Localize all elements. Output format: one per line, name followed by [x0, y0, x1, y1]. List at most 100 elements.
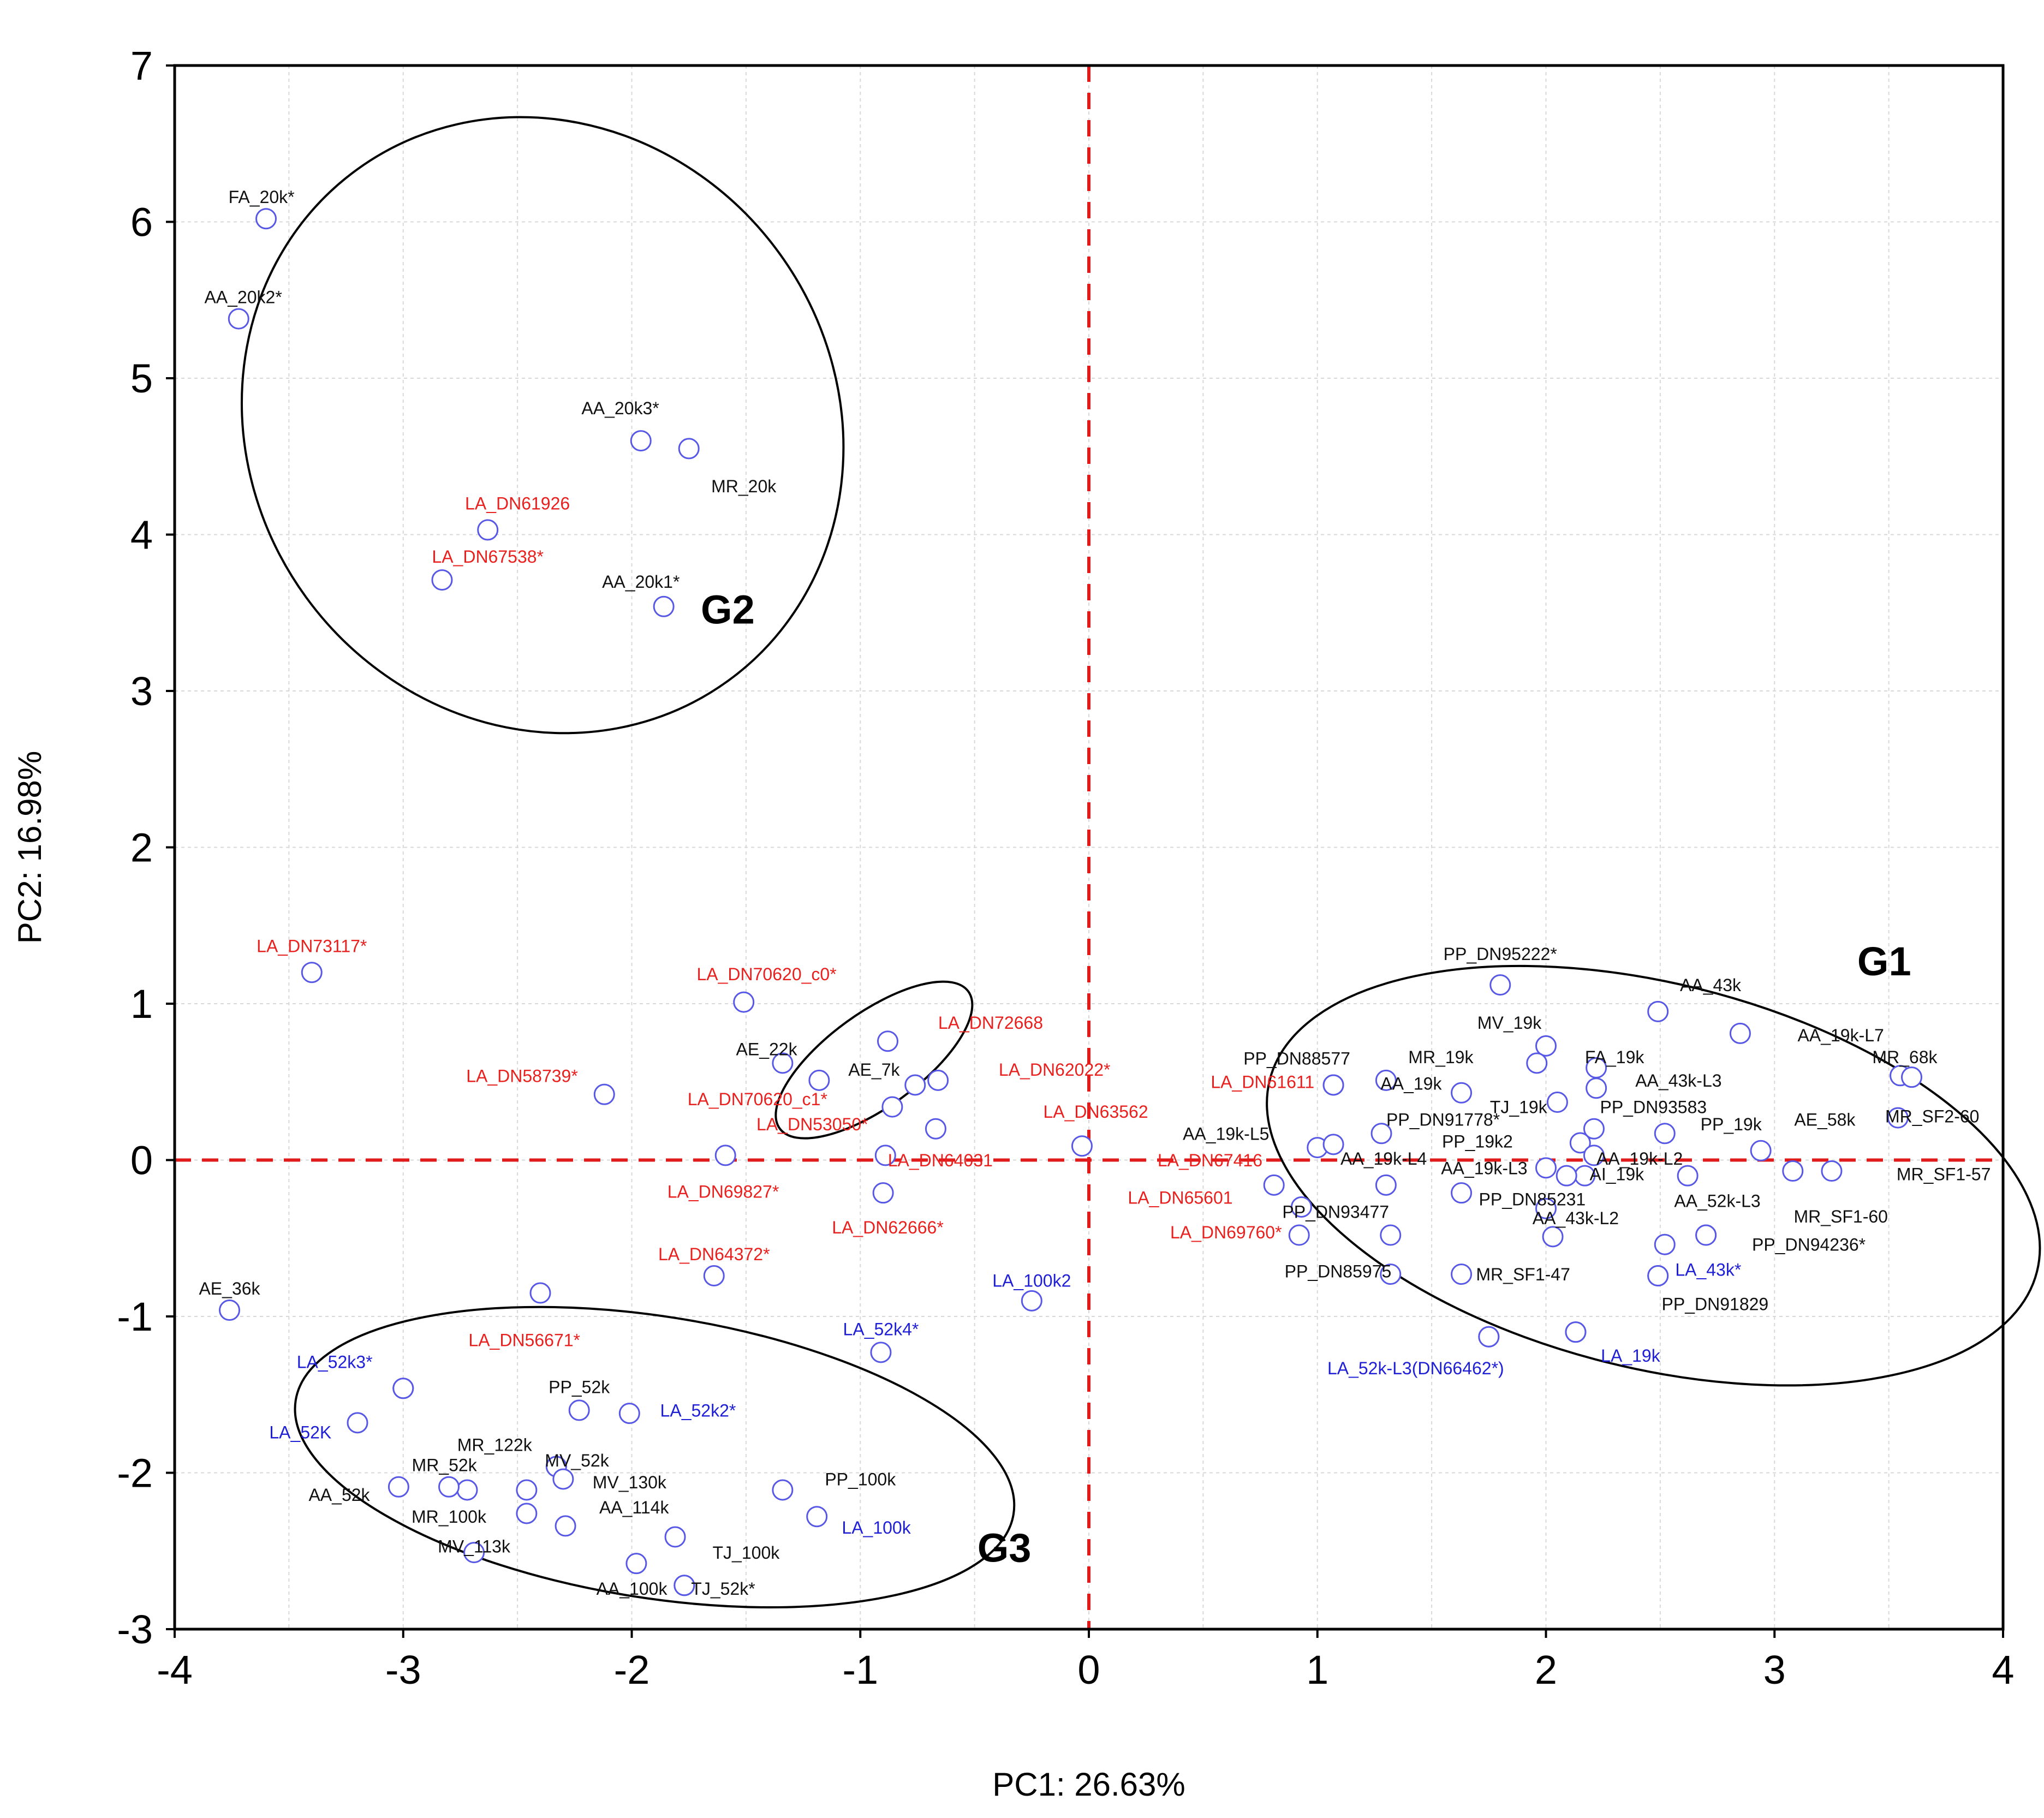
point-label: AI_19k: [1590, 1165, 1645, 1184]
point-label: AA_19k-L3: [1441, 1158, 1527, 1178]
data-point: [1583, 1118, 1605, 1140]
point-label: AA_52k: [308, 1485, 370, 1505]
ellipse-g3: [294, 1306, 1016, 1609]
data-point: [516, 1479, 538, 1501]
point-label: TJ_100k: [713, 1543, 780, 1563]
data-markers: [219, 208, 1922, 1596]
data-point: [1071, 1135, 1093, 1157]
data-point: [1535, 1197, 1557, 1219]
point-label: AA_19k-L2: [1596, 1149, 1683, 1169]
data-point: [870, 1342, 892, 1363]
data-point: [1729, 1022, 1751, 1044]
data-point: [1569, 1132, 1591, 1154]
point-label: AA_20k2*: [204, 287, 282, 307]
point-label: LA_DN72668: [938, 1013, 1043, 1033]
point-label: MR_20k: [711, 476, 777, 496]
reference-lines: [175, 65, 2003, 1629]
x-tick-label: 2: [1535, 1647, 1557, 1692]
point-label: LA_DN69760*: [1170, 1223, 1282, 1242]
data-point: [1677, 1165, 1699, 1187]
point-label: MR_SF1-57: [1897, 1165, 1991, 1184]
point-label: LA_DN53050*: [756, 1114, 868, 1134]
data-point: [477, 519, 499, 541]
data-point: [568, 1399, 590, 1421]
point-label: LA_DN67538*: [432, 547, 544, 567]
point-label: LA_100k2: [992, 1271, 1071, 1291]
data-point: [228, 308, 249, 330]
point-label: AA_20k1*: [602, 572, 680, 592]
data-point: [1288, 1224, 1310, 1246]
data-point: [1290, 1196, 1312, 1218]
y-tick-label: 7: [130, 43, 153, 88]
point-label: PP_19k: [1701, 1114, 1762, 1134]
point-label: LA_DN62022*: [999, 1060, 1111, 1080]
data-point: [1370, 1123, 1392, 1145]
y-tick-label: 2: [130, 825, 153, 871]
point-label: AA_114k: [599, 1498, 670, 1517]
data-point: [653, 595, 675, 617]
point-labels: FA_20k* AA_20k2* AA_20k3* MR_20k LA_DN61926 L…: [199, 187, 1991, 1599]
point-label: AE_7k: [848, 1060, 900, 1080]
data-point: [1556, 1165, 1577, 1187]
point-label: LA_DN73117*: [257, 936, 367, 956]
point-label: PP_19k2: [1442, 1132, 1513, 1152]
data-point: [347, 1412, 368, 1434]
data-point: [1451, 1263, 1473, 1285]
data-point: [1583, 1145, 1605, 1166]
data-point: [1263, 1174, 1285, 1196]
point-label: AA_19k-L7: [1798, 1026, 1884, 1045]
data-point: [1380, 1224, 1402, 1246]
point-label: AE_58k: [1794, 1110, 1856, 1129]
data-point: [1654, 1123, 1676, 1145]
y-tick-label: 6: [130, 200, 153, 245]
data-point: [674, 1575, 695, 1596]
x-tick-label: -1: [842, 1647, 878, 1692]
point-label: LA_DN61611: [1211, 1072, 1314, 1092]
point-label: LA_DN70620_c0*: [696, 964, 836, 984]
data-point: [463, 1542, 485, 1564]
data-point: [618, 1403, 640, 1424]
data-point: [1542, 1226, 1564, 1248]
point-label: LA_52K: [269, 1422, 331, 1442]
data-point: [255, 208, 277, 230]
ellipse-g1: [1266, 964, 2041, 1387]
point-label: LA_52k-L3(DN66462*): [1327, 1358, 1504, 1378]
data-point: [438, 1476, 460, 1498]
data-point: [388, 1476, 409, 1498]
point-label: MR_SF1-47: [1476, 1265, 1570, 1284]
point-label: LA_DN64031: [888, 1151, 993, 1170]
point-label: PP_100k: [825, 1469, 896, 1489]
point-label: PP_DN91829: [1662, 1295, 1769, 1314]
point-label: LA_52k4*: [843, 1319, 919, 1339]
data-point: [529, 1282, 551, 1304]
point-label: LA_DN67416: [1158, 1151, 1262, 1170]
point-label: TJ_19k: [1490, 1098, 1548, 1117]
data-point: [714, 1145, 736, 1166]
group-label-g2: G2: [701, 587, 755, 632]
data-point: [625, 1553, 647, 1575]
data-point: [1750, 1140, 1772, 1161]
point-label: MR_19k: [1408, 1047, 1474, 1067]
point-label: MR_68k: [1872, 1047, 1938, 1067]
point-label: AE_22k: [736, 1040, 798, 1059]
data-point: [219, 1300, 240, 1321]
point-label: AA_19k: [1380, 1074, 1442, 1094]
point-label: AE_36k: [199, 1279, 260, 1298]
data-point: [1535, 1035, 1557, 1057]
data-point: [392, 1378, 414, 1399]
data-point: [1647, 1000, 1669, 1022]
data-point: [927, 1069, 949, 1091]
point-label: MV_130k: [593, 1473, 667, 1492]
data-point: [1695, 1224, 1717, 1246]
point-label: LA_43k*: [1675, 1260, 1741, 1280]
x-axis-title: PC1: 26.63%: [992, 1766, 1185, 1803]
data-point: [1478, 1326, 1500, 1348]
point-label: AA_100k: [597, 1579, 668, 1599]
y-tick-label: 1: [130, 981, 153, 1027]
data-point: [806, 1506, 828, 1528]
point-label: LA_DN64372*: [658, 1244, 770, 1264]
point-label: LA_DN62666*: [832, 1218, 944, 1237]
point-label: MV_19k: [1477, 1013, 1542, 1033]
